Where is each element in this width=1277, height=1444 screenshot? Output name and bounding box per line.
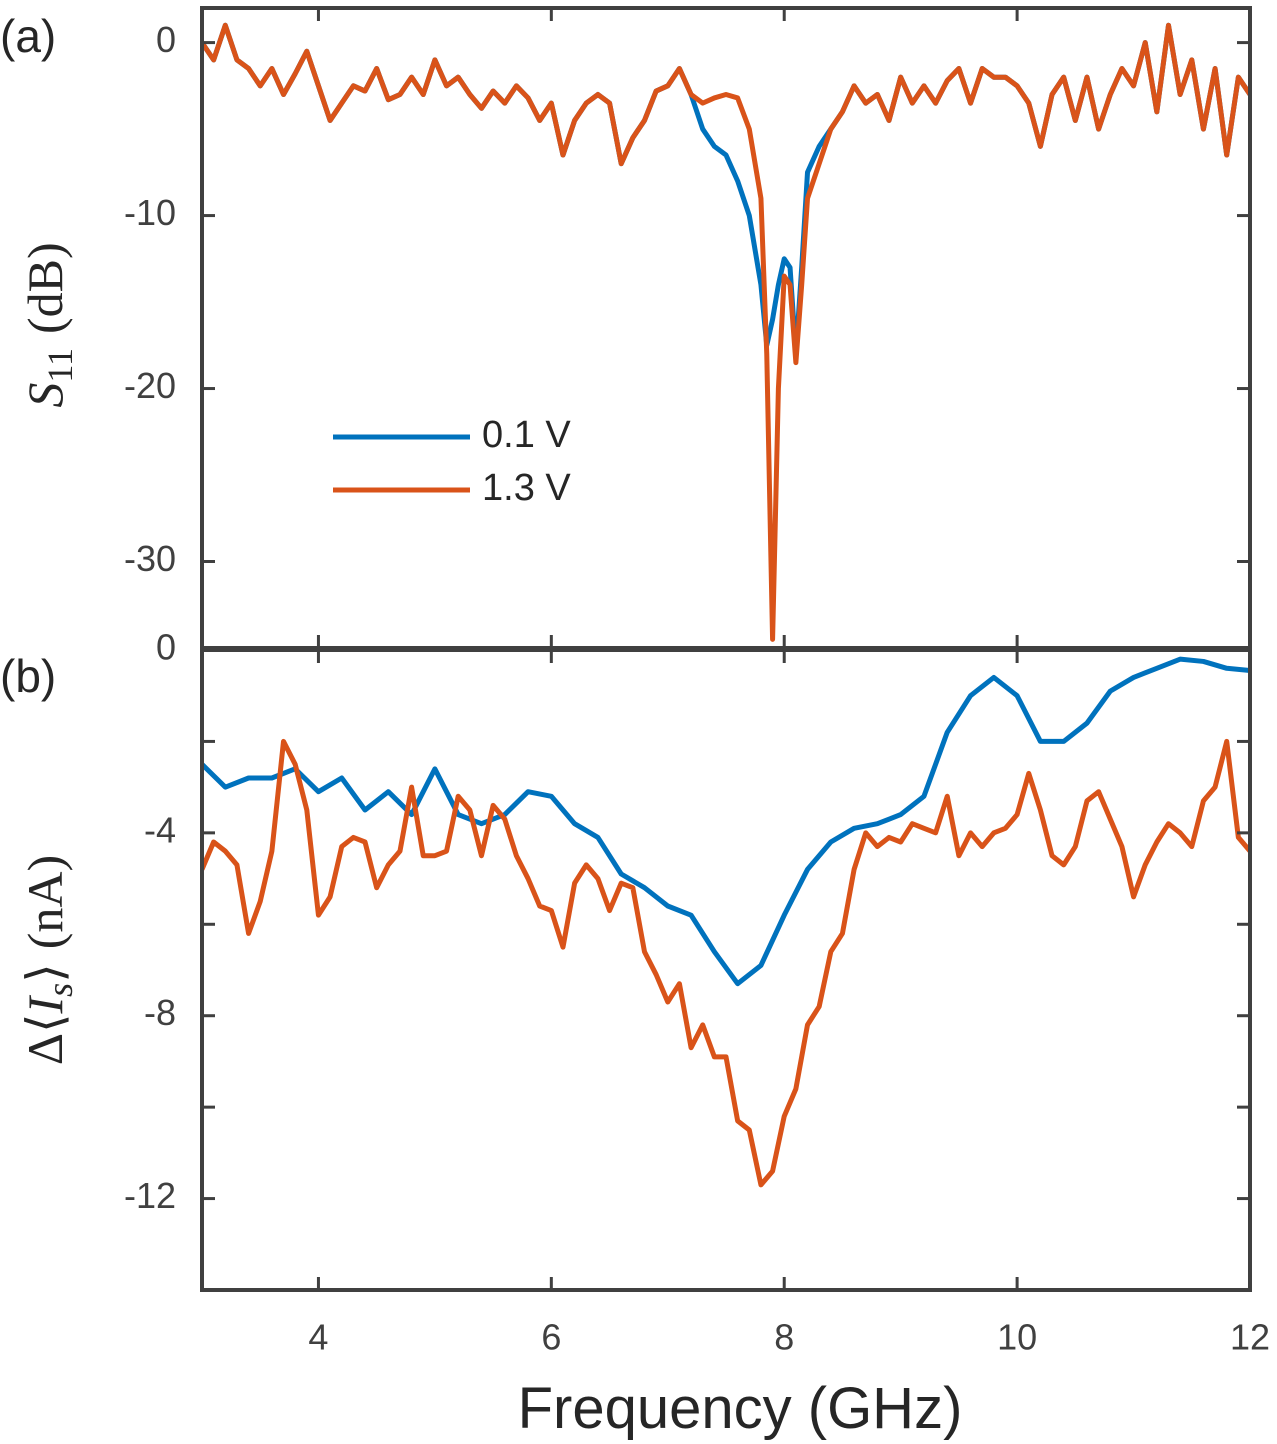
y-tick-label: -12 <box>124 1175 176 1216</box>
panel-label: (a) <box>0 10 56 62</box>
data-line <box>202 738 1250 1188</box>
y-axis-label: Δ⟨Is⟩ (nA) <box>17 855 80 1065</box>
y-tick-label: -30 <box>124 538 176 579</box>
y-tick-label: -10 <box>124 192 176 233</box>
y-tick-label: -4 <box>144 809 176 850</box>
x-tick-label: 6 <box>541 1317 561 1358</box>
y-label-part: (dB) <box>17 242 73 334</box>
y-label-part: Δ⟨ <box>17 1013 73 1065</box>
y-axis-label: S11 (dB) <box>17 242 80 407</box>
axes-frame <box>200 648 1252 1292</box>
x-tick-label: 4 <box>308 1317 328 1358</box>
y-tick-label: -20 <box>124 365 176 406</box>
x-tick-label: 12 <box>1230 1317 1270 1358</box>
x-axis-label: Frequency (GHz) <box>518 1376 963 1441</box>
y-label-part: ⟩ <box>17 963 73 983</box>
y-tick-label: 0 <box>156 19 176 60</box>
panel: -12 -8 -4 0 4 6 8 10 12 Frequency (GHz) (b) Δ⟨Is⟩ (n… <box>0 627 1270 1441</box>
x-tick-label: 8 <box>774 1317 794 1358</box>
y-label-part: (nA) <box>17 855 73 949</box>
data-line <box>202 22 1250 357</box>
y-tick-label: 0 <box>156 627 176 668</box>
y-label-part: I <box>17 994 73 1014</box>
panel: -30 -20 -10 0 (a) S11 (dB) 0.1 V 1.3 V <box>0 6 1252 650</box>
x-tick-label: 10 <box>997 1317 1037 1358</box>
panel-label: (b) <box>0 650 56 702</box>
y-label-part: S <box>17 383 73 408</box>
y-label-part: 11 <box>40 348 80 383</box>
legend-label: 1.3 V <box>482 467 571 509</box>
data-line <box>202 22 1250 642</box>
y-label-part: s <box>40 983 80 997</box>
data-line <box>202 656 1250 987</box>
y-tick-label: -8 <box>144 992 176 1033</box>
legend-label: 0.1 V <box>482 414 571 456</box>
